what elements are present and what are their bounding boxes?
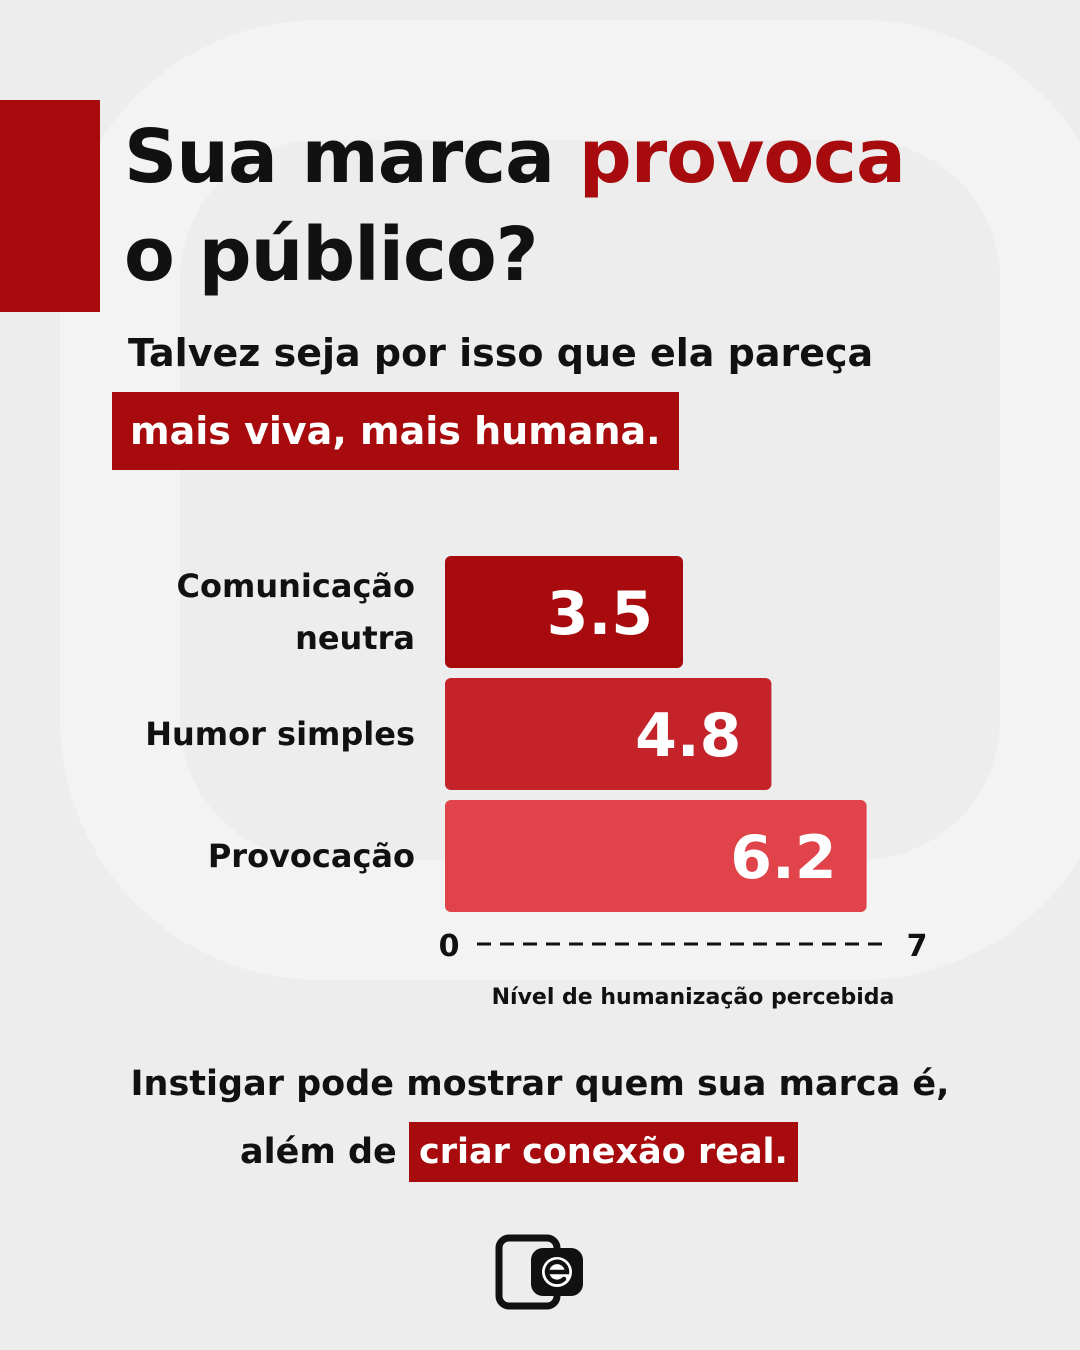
- bar-value-label-3: 6.2: [730, 823, 836, 893]
- x-axis-label: Nível de humanização percebida: [492, 985, 895, 1010]
- headline: Sua marca provoca o público?: [124, 108, 1024, 304]
- headline-part2: o público?: [124, 212, 539, 298]
- bar-value-label-2: 4.8: [635, 701, 741, 771]
- bar-3: [445, 800, 867, 912]
- brand-e-icon: [495, 1234, 583, 1310]
- category-label-1: Comunicação neutra: [177, 567, 415, 657]
- footer-line2: além de criar conexão real.: [240, 1122, 798, 1182]
- footer-highlight: criar conexão real.: [409, 1122, 798, 1182]
- bar-1: [445, 556, 683, 668]
- bar-2: [445, 678, 772, 790]
- headline-highlight: provoca: [578, 114, 906, 200]
- category-label-2: Humor simples: [145, 715, 415, 753]
- footer-prefix: além de: [240, 1132, 397, 1172]
- x-tick-label-min: 0: [439, 929, 460, 964]
- bar-value-label-1: 3.5: [547, 579, 653, 649]
- subtitle: Talvez seja por isso que ela pareça: [128, 331, 874, 375]
- footer-line1: Instigar pode mostrar quem sua marca é,: [130, 1064, 950, 1104]
- x-tick-label-max: 7: [907, 929, 928, 964]
- bar-chart: 3.5 Comunicação neutra 4.8 Humor simples 6.2 P…: [145, 556, 928, 1010]
- category-label-3: Provocação: [208, 837, 415, 875]
- subtitle-highlight: mais viva, mais humana.: [112, 392, 679, 470]
- accent-bar: [0, 100, 100, 312]
- headline-part1: Sua marca: [124, 114, 579, 200]
